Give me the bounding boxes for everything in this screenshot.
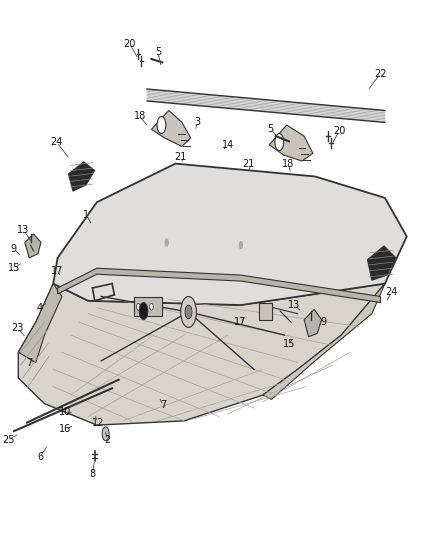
Text: 13: 13 [288, 300, 300, 310]
Circle shape [150, 303, 153, 310]
Text: 23: 23 [11, 323, 24, 333]
Text: 14: 14 [222, 140, 234, 150]
Polygon shape [68, 162, 95, 191]
Polygon shape [304, 309, 321, 337]
Polygon shape [18, 284, 62, 362]
Text: 20: 20 [333, 126, 345, 136]
Text: 15: 15 [8, 263, 20, 273]
Text: 4: 4 [36, 303, 42, 313]
Polygon shape [53, 164, 407, 305]
Polygon shape [152, 110, 191, 147]
Circle shape [239, 241, 243, 249]
Text: 24: 24 [385, 287, 398, 297]
Text: 18: 18 [134, 111, 146, 122]
Circle shape [275, 134, 284, 151]
Circle shape [185, 305, 192, 319]
Text: 2: 2 [105, 435, 111, 445]
Text: 10: 10 [59, 407, 71, 417]
Text: 15: 15 [283, 338, 295, 349]
Text: 17: 17 [51, 266, 64, 276]
Bar [134, 297, 162, 316]
Text: 22: 22 [374, 69, 387, 78]
Polygon shape [25, 234, 41, 258]
Text: 7: 7 [26, 358, 32, 368]
Polygon shape [18, 284, 385, 425]
Polygon shape [269, 125, 313, 161]
Circle shape [180, 296, 196, 327]
Text: 21: 21 [174, 152, 187, 161]
Circle shape [165, 238, 169, 247]
Text: 7: 7 [160, 400, 166, 410]
Text: 24: 24 [50, 137, 63, 147]
Polygon shape [57, 268, 381, 303]
Text: 12: 12 [92, 417, 104, 427]
Circle shape [139, 303, 148, 320]
Polygon shape [367, 246, 396, 280]
Text: 6: 6 [37, 452, 43, 462]
Text: 1: 1 [83, 210, 89, 220]
Text: 3: 3 [194, 117, 200, 127]
Text: 20: 20 [124, 38, 136, 49]
Text: 18: 18 [282, 159, 294, 168]
Text: 5: 5 [155, 47, 161, 57]
Polygon shape [263, 284, 385, 399]
Text: 8: 8 [89, 469, 95, 479]
Text: 5: 5 [268, 124, 274, 134]
Text: 17: 17 [234, 317, 246, 327]
Text: 16: 16 [59, 424, 71, 434]
Circle shape [137, 303, 140, 310]
Circle shape [157, 116, 166, 134]
Text: 13: 13 [18, 225, 30, 236]
Text: 21: 21 [243, 159, 255, 168]
Text: 9: 9 [11, 244, 17, 254]
Text: 25: 25 [3, 435, 15, 445]
Bar [259, 303, 272, 320]
Circle shape [102, 427, 109, 441]
Text: 9: 9 [320, 317, 326, 327]
